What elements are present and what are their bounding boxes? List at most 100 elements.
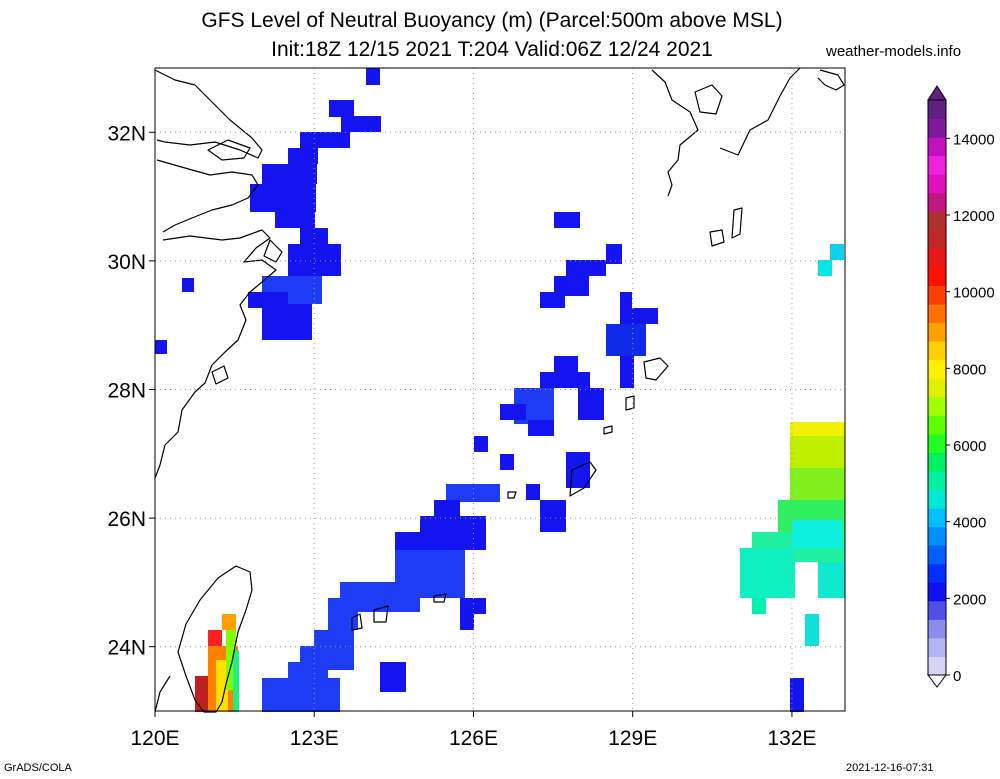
colorbar-label: 2000: [953, 591, 986, 608]
buoyancy-cell: [500, 404, 526, 420]
colorbar-segment: [928, 563, 946, 583]
coastlines: [154, 67, 845, 713]
axis-ticks: [149, 131, 793, 717]
colorbar-segment: [928, 118, 946, 138]
colorbar-segment: [928, 489, 946, 509]
lat-tick-label: 24N: [107, 637, 146, 660]
buoyancy-cell: [790, 436, 845, 472]
colorbar-label: 0: [953, 668, 961, 685]
footer-left: GrADS/COLA: [4, 762, 72, 774]
buoyancy-cell: [526, 484, 540, 500]
buoyancy-cell: [395, 532, 435, 550]
buoyancy-cell: [790, 468, 845, 502]
buoyancy-cell: [250, 184, 316, 212]
colorbar-segment: [928, 637, 946, 657]
colorbar-segment: [928, 341, 946, 361]
colorbar-labels: 14000 12000 10000 8000 6000 4000 2000 0: [953, 131, 995, 685]
buoyancy-cell: [805, 614, 819, 646]
lat-tick-label: 26N: [107, 508, 146, 531]
buoyancy-cell: [460, 598, 486, 614]
buoyancy-cell: [275, 212, 315, 228]
colorbar-segment: [928, 174, 946, 194]
buoyancy-cell: [540, 372, 590, 388]
buoyancy-cell: [790, 422, 845, 438]
buoyancy-cell: [262, 164, 317, 184]
buoyancy-cell: [566, 452, 590, 488]
colorbar-segment: [928, 396, 946, 416]
colorbar-segment: [928, 229, 946, 249]
colorbar-segment: [928, 266, 946, 286]
buoyancy-cell: [300, 228, 328, 244]
buoyancy-cell: [620, 292, 632, 308]
buoyancy-cell: [300, 132, 350, 148]
buoyancy-cell: [195, 676, 209, 712]
buoyancy-cell: [620, 308, 658, 324]
buoyancy-cell: [554, 356, 578, 376]
colorbar-segment: [928, 285, 946, 305]
colorbar-segment: [928, 452, 946, 472]
colorbar-segment: [928, 192, 946, 212]
colorbar-segment: [928, 137, 946, 157]
colorbar-label: 10000: [953, 285, 995, 302]
lat-tick-label: 32N: [107, 122, 146, 145]
buoyancy-cell: [818, 260, 832, 276]
buoyancy-cell: [460, 614, 474, 630]
lon-tick-label: 129E: [608, 727, 657, 750]
buoyancy-cell: [540, 292, 565, 308]
colorbar-label: 12000: [953, 208, 995, 225]
colorbar-segment: [928, 248, 946, 268]
colorbar-segment: [928, 211, 946, 231]
buoyancy-cell: [288, 148, 318, 164]
buoyancy-cell: [328, 598, 358, 630]
colorbar-segment: [928, 582, 946, 602]
buoyancy-cell: [792, 520, 842, 548]
axis-labels: 120E 123E 126E 129E 132E 32N 30N 28N 26N 24N: [107, 122, 816, 750]
buoyancy-cell: [208, 630, 222, 646]
colorbar-segment: [928, 415, 946, 435]
buoyancy-cell: [606, 324, 646, 356]
colorbar-segment: [928, 359, 946, 379]
buoyancy-cell: [554, 276, 589, 296]
buoyancy-cell: [329, 100, 354, 117]
colorbar-segment: [928, 470, 946, 491]
footer-timestamp: 2021-12-16-07:31: [846, 762, 934, 774]
buoyancy-cell: [606, 244, 622, 264]
lon-tick-label: 132E: [767, 727, 816, 750]
colorbar: [927, 85, 950, 688]
lat-tick-label: 28N: [107, 380, 146, 403]
buoyancy-cell: [790, 678, 804, 712]
colorbar-segment: [928, 378, 946, 398]
colorbar-segment: [928, 508, 946, 528]
buoyancy-cell: [155, 340, 167, 354]
buoyancy-cell: [434, 500, 460, 520]
buoyancy-cell: [474, 436, 488, 452]
colorbar-max-arrow: [927, 85, 947, 101]
buoyancy-cell: [740, 548, 795, 598]
buoyancy-cell: [830, 244, 844, 260]
buoyancy-field: [155, 68, 845, 712]
source-label: weather-models.info: [826, 43, 962, 60]
buoyancy-cell: [288, 244, 341, 276]
colorbar-label: 14000: [953, 131, 995, 148]
buoyancy-cell: [554, 212, 580, 228]
buoyancy-cell: [578, 388, 604, 420]
buoyancy-cell: [566, 260, 606, 276]
colorbar-segment: [928, 433, 946, 453]
buoyancy-cell: [380, 662, 406, 692]
buoyancy-cell: [500, 454, 514, 470]
colorbar-min-arrow: [927, 674, 947, 688]
colorbar-label: 8000: [953, 361, 986, 378]
buoyancy-cell: [262, 678, 340, 712]
lon-tick-label: 123E: [290, 727, 339, 750]
colorbar-segment: [928, 155, 946, 175]
buoyancy-cell: [818, 562, 845, 598]
buoyancy-cell: [226, 630, 236, 690]
buoyancy-cell: [620, 356, 634, 388]
lon-tick-label: 120E: [130, 727, 179, 750]
buoyancy-cell: [262, 304, 312, 340]
buoyancy-cell: [540, 500, 566, 532]
colorbar-segment: [928, 526, 946, 546]
colorbar-segment: [928, 545, 946, 565]
lon-tick-label: 126E: [449, 727, 498, 750]
colorbar-segment: [928, 600, 946, 620]
